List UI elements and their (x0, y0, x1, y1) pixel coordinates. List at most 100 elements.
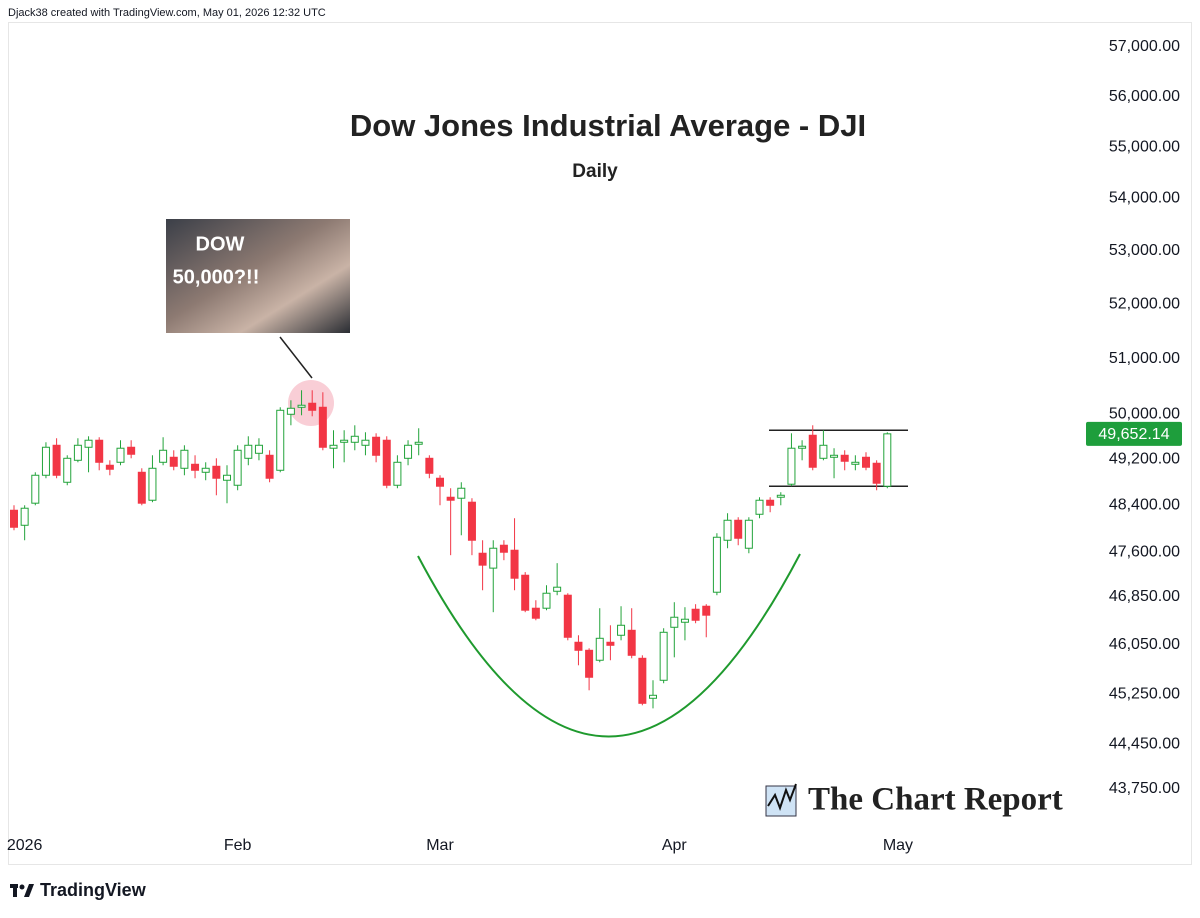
candle-body (499, 544, 508, 553)
candle-body (830, 454, 839, 458)
candle-body (862, 456, 870, 468)
tv-logo (10, 884, 34, 897)
candle-body (819, 444, 828, 459)
last-price-label: 49,652.14 (1098, 426, 1169, 443)
watermark: The Chart Report (808, 782, 1063, 818)
y-tick-label: 46,050.00 (1109, 636, 1180, 653)
y-tick-label: 48,400.00 (1109, 497, 1180, 514)
candle-body (382, 439, 391, 486)
candle-body (872, 462, 881, 484)
candle-body (20, 507, 29, 526)
candle-body (712, 536, 721, 593)
candle-body (595, 637, 604, 661)
candle-body (393, 461, 402, 486)
chart-title: Dow Jones Industrial Average - DJI (350, 108, 866, 143)
candle-body (191, 463, 200, 471)
candle-body (148, 467, 157, 501)
y-tick-label: 53,000.00 (1109, 242, 1180, 259)
candle-body (510, 549, 519, 579)
candle-body (659, 631, 668, 681)
candle-body (851, 461, 860, 465)
y-tick-label: 47,600.00 (1109, 543, 1180, 560)
y-tick-label: 57,000.00 (1109, 38, 1180, 55)
candle-body (233, 449, 242, 486)
candle-body (798, 445, 807, 449)
candle-body (521, 574, 530, 611)
candle-body (84, 439, 93, 448)
candle-body (127, 446, 136, 455)
candle-body (531, 607, 540, 619)
y-tick-label: 50,000.00 (1109, 405, 1180, 422)
candle-body (201, 467, 210, 473)
candle-body (159, 449, 168, 463)
candle-body (840, 454, 849, 462)
pane-border (8, 22, 1192, 865)
candle-body (52, 444, 61, 476)
candle-body (617, 624, 626, 636)
last-price-box (1086, 421, 1182, 446)
candle-body (212, 465, 221, 479)
candle-body (787, 447, 796, 485)
candle-body (467, 501, 476, 541)
candle-body (41, 446, 50, 476)
candle-body (63, 457, 72, 483)
candle-body (627, 629, 636, 656)
candle-body (744, 519, 753, 549)
candle-body (10, 509, 18, 528)
y-tick-label: 44,450.00 (1109, 735, 1180, 752)
candle-body (244, 444, 253, 459)
candle-body (755, 499, 764, 515)
candle-body (649, 694, 657, 699)
footer: TradingView (40, 880, 147, 900)
y-tick-label: 56,000.00 (1109, 88, 1180, 105)
candle-body (329, 444, 338, 449)
candle-body (563, 594, 572, 638)
candle-body (808, 434, 817, 468)
candle-body (446, 496, 455, 501)
candle-body (361, 439, 370, 446)
candle-body (574, 641, 583, 651)
candle-body (297, 404, 306, 408)
candle-body (670, 616, 679, 628)
candle-body (340, 439, 349, 443)
x-tick-label: May (883, 837, 913, 854)
x-tick-label: 2026 (7, 837, 43, 854)
annotation-pointer (279, 336, 313, 379)
candle-body (606, 641, 615, 646)
candle-body (734, 519, 743, 539)
candle-body (223, 474, 231, 481)
candle-body (265, 454, 274, 479)
candle-body (308, 402, 317, 411)
candle-body (105, 464, 114, 470)
annotation-text: DOW (196, 233, 245, 255)
candle-body (180, 449, 189, 469)
candle-body (478, 552, 487, 566)
candle-body (691, 608, 700, 621)
candle-body (702, 605, 711, 616)
candle-body (776, 494, 785, 498)
y-tick-label: 49,200.00 (1109, 451, 1180, 468)
candle-body (286, 407, 295, 415)
candle-body (254, 444, 263, 454)
candle-body (542, 592, 551, 609)
y-tick-label: 52,000.00 (1109, 296, 1180, 313)
x-tick-label: Mar (426, 837, 454, 854)
candle-body (404, 444, 413, 459)
candle-body (489, 547, 498, 569)
header: Djack38 created with TradingView.com, Ma… (8, 7, 326, 19)
y-tick-label: 43,750.00 (1109, 780, 1180, 797)
candle-body (31, 474, 40, 504)
candle-body (585, 649, 594, 678)
candle-body (73, 444, 82, 461)
y-tick-label: 55,000.00 (1109, 138, 1180, 155)
candle-body (766, 499, 775, 506)
candle-body (638, 657, 647, 704)
chart-subtitle: Daily (572, 161, 618, 182)
y-tick-label: 54,000.00 (1109, 190, 1180, 207)
x-tick-label: Feb (224, 837, 252, 854)
candle-body (116, 447, 125, 463)
candle-body (276, 409, 285, 471)
candle-body (723, 519, 732, 541)
candle-body (553, 586, 562, 592)
